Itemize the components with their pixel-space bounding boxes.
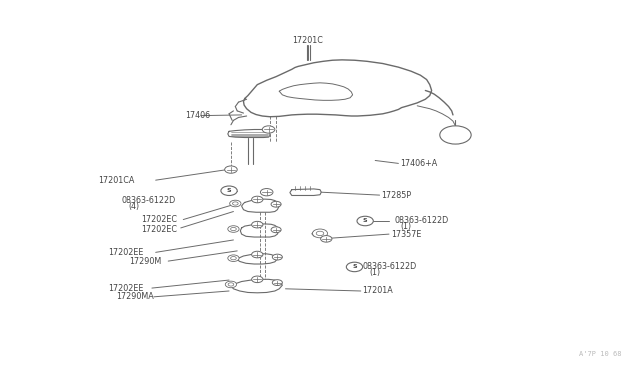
Text: 17202EC: 17202EC	[141, 225, 177, 234]
Circle shape	[252, 251, 263, 258]
Text: 17285P: 17285P	[381, 190, 412, 200]
Text: 17201C: 17201C	[292, 36, 323, 45]
Circle shape	[271, 201, 281, 207]
Text: 17357E: 17357E	[392, 230, 422, 238]
Text: 08363-6122D: 08363-6122D	[121, 196, 175, 205]
Circle shape	[357, 216, 373, 226]
Circle shape	[316, 231, 324, 235]
Text: (1): (1)	[369, 267, 380, 276]
Text: A'7P 10 68: A'7P 10 68	[579, 351, 621, 357]
Circle shape	[225, 166, 237, 173]
Text: S: S	[352, 264, 357, 269]
Circle shape	[273, 254, 282, 260]
Text: (4): (4)	[129, 202, 140, 211]
Text: 17406+A: 17406+A	[400, 159, 438, 168]
Text: 17406: 17406	[185, 111, 211, 120]
Text: 17290M: 17290M	[129, 257, 161, 266]
Text: 08363-6122D: 08363-6122D	[394, 216, 448, 225]
Circle shape	[273, 280, 282, 286]
Circle shape	[228, 255, 239, 262]
Text: 17290MA: 17290MA	[116, 292, 154, 301]
Circle shape	[230, 200, 241, 207]
Circle shape	[228, 283, 234, 286]
Circle shape	[232, 202, 238, 205]
Text: S: S	[227, 188, 232, 193]
Circle shape	[440, 126, 471, 144]
Circle shape	[252, 276, 263, 283]
Text: 17202EE: 17202EE	[108, 283, 143, 292]
Circle shape	[225, 281, 237, 288]
Circle shape	[252, 221, 263, 228]
Circle shape	[230, 257, 236, 260]
Text: S: S	[363, 218, 367, 224]
Text: 17202EC: 17202EC	[141, 215, 177, 224]
Circle shape	[221, 186, 237, 195]
Circle shape	[321, 235, 332, 242]
Circle shape	[230, 227, 236, 231]
Circle shape	[346, 262, 363, 272]
Text: (1): (1)	[400, 222, 412, 231]
Text: 17201CA: 17201CA	[99, 176, 135, 185]
Circle shape	[312, 229, 328, 238]
Text: 17201A: 17201A	[363, 286, 394, 295]
Circle shape	[228, 226, 239, 232]
Circle shape	[271, 227, 281, 232]
Text: 17202EE: 17202EE	[108, 248, 143, 257]
Circle shape	[252, 196, 263, 203]
Circle shape	[262, 126, 275, 133]
Circle shape	[260, 189, 273, 196]
Text: 08363-6122D: 08363-6122D	[363, 262, 417, 271]
